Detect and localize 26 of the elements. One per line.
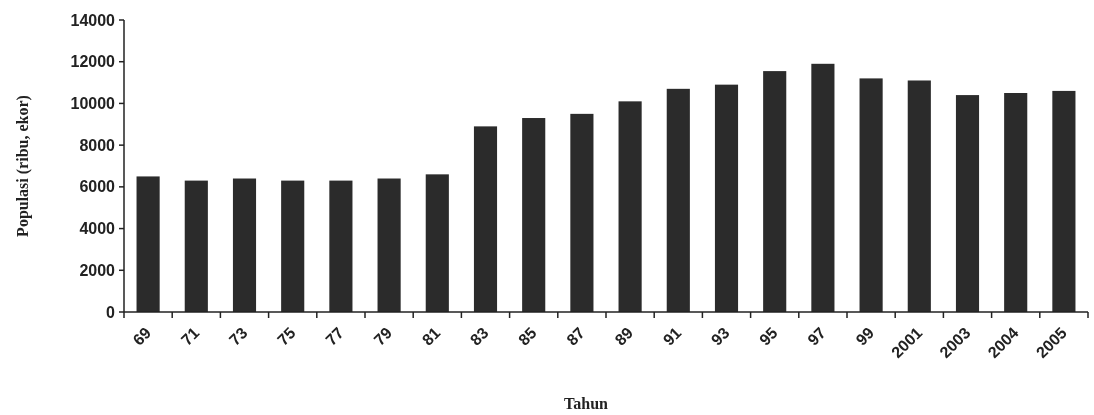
x-tick-label: 85	[515, 323, 540, 349]
x-tick-label: 95	[756, 323, 781, 349]
x-tick-label: 73	[225, 323, 251, 349]
x-tick-label: 69	[129, 323, 155, 349]
x-tick-label: 99	[852, 323, 878, 349]
x-tick-label: 89	[611, 323, 637, 349]
x-tick-label: 71	[177, 323, 203, 349]
x-axis-title: Tahun	[564, 395, 609, 412]
x-tick-label: 93	[707, 323, 733, 349]
y-tick-label: 0	[106, 303, 116, 321]
x-tick-label: 75	[274, 323, 299, 349]
x-tick-label: 91	[659, 323, 685, 349]
y-axis-title: Populasi (ribu, ekor)	[14, 95, 32, 237]
y-tick-label: 4000	[79, 220, 116, 238]
y-tick-label: 6000	[79, 178, 116, 196]
x-tick-label: 83	[466, 323, 492, 349]
x-tick-label: 97	[804, 323, 830, 349]
x-tick-label: 81	[418, 323, 444, 349]
x-tick-label: 77	[322, 323, 348, 349]
y-tick-label: 10000	[70, 95, 116, 113]
y-tick-label: 14000	[70, 11, 116, 29]
y-tick-label: 12000	[70, 53, 116, 71]
y-tick-label: 2000	[79, 261, 116, 279]
x-tick-label: 79	[370, 323, 396, 349]
x-tick-label: 87	[563, 323, 589, 349]
y-tick-label: 8000	[79, 136, 116, 154]
